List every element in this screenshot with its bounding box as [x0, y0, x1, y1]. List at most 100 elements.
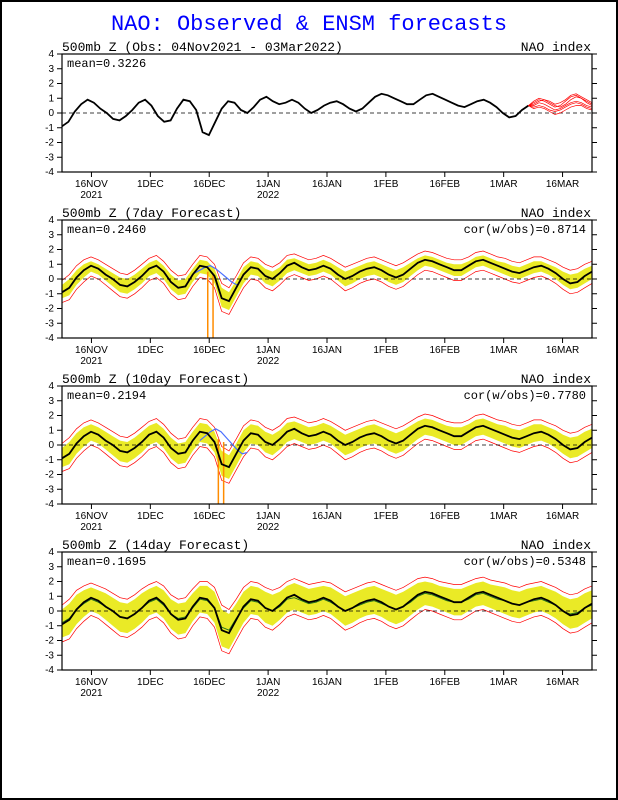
svg-text:16NOV: 16NOV [75, 511, 108, 522]
svg-text:16MAR: 16MAR [546, 677, 579, 688]
svg-text:16MAR: 16MAR [546, 179, 579, 190]
svg-text:-1: -1 [45, 289, 54, 300]
svg-text:2: 2 [48, 577, 54, 588]
svg-text:1MAR: 1MAR [490, 511, 518, 522]
svg-text:-3: -3 [45, 650, 54, 661]
svg-text:4: 4 [48, 381, 54, 392]
svg-text:-1: -1 [45, 455, 54, 466]
chart-container: NAO: Observed & ENSM forecasts 500mb Z (… [0, 0, 618, 800]
svg-text:-2: -2 [45, 138, 54, 149]
svg-text:1MAR: 1MAR [490, 345, 518, 356]
svg-text:-1: -1 [45, 123, 54, 134]
svg-text:2022: 2022 [257, 688, 280, 699]
svg-text:1DEC: 1DEC [137, 511, 164, 522]
svg-text:16JAN: 16JAN [312, 511, 342, 522]
svg-text:16FEB: 16FEB [429, 677, 460, 688]
svg-text:1MAR: 1MAR [490, 677, 518, 688]
panel-stat-left: mean=0.2460 [67, 223, 146, 237]
panel-0: 500mb Z (Obs: 04Nov2021 - 03Mar2022)NAO … [22, 42, 596, 202]
panels-host: 500mb Z (Obs: 04Nov2021 - 03Mar2022) NAO … [2, 42, 616, 700]
svg-text:1DEC: 1DEC [137, 345, 164, 356]
svg-text:1JAN: 1JAN [256, 179, 280, 190]
panel-stat-left: mean=0.3226 [67, 57, 146, 71]
svg-text:1FEB: 1FEB [373, 677, 398, 688]
svg-text:-4: -4 [45, 167, 54, 178]
panel-title-left: 500mb Z (Obs: 04Nov2021 - 03Mar2022) [62, 40, 343, 55]
svg-text:1FEB: 1FEB [373, 345, 398, 356]
panel-title-right: NAO index [521, 206, 591, 221]
svg-text:-3: -3 [45, 152, 54, 163]
svg-text:0: 0 [48, 108, 54, 119]
svg-text:1DEC: 1DEC [137, 677, 164, 688]
svg-text:1: 1 [48, 93, 54, 104]
svg-text:1JAN: 1JAN [256, 677, 280, 688]
svg-text:2022: 2022 [257, 190, 280, 201]
svg-text:2021: 2021 [80, 356, 103, 367]
svg-text:2: 2 [48, 411, 54, 422]
svg-text:0: 0 [48, 606, 54, 617]
svg-text:16DEC: 16DEC [193, 345, 225, 356]
svg-text:16MAR: 16MAR [546, 345, 579, 356]
panel-stat-left: mean=0.1695 [67, 555, 146, 569]
svg-text:-3: -3 [45, 484, 54, 495]
svg-text:1FEB: 1FEB [373, 511, 398, 522]
svg-text:3: 3 [48, 396, 54, 407]
svg-text:1JAN: 1JAN [256, 511, 280, 522]
svg-text:16JAN: 16JAN [312, 345, 342, 356]
panel-stat-right: cor(w/obs)=0.7780 [464, 389, 586, 403]
svg-text:2022: 2022 [257, 522, 280, 533]
panel-stat-left: mean=0.2194 [67, 389, 146, 403]
svg-text:2021: 2021 [80, 522, 103, 533]
panel-title-right: NAO index [521, 538, 591, 553]
panel-title-left: 500mb Z (10day Forecast) [62, 372, 249, 387]
svg-text:3: 3 [48, 230, 54, 241]
svg-text:1MAR: 1MAR [490, 179, 518, 190]
svg-text:16FEB: 16FEB [429, 179, 460, 190]
svg-text:16JAN: 16JAN [312, 677, 342, 688]
svg-text:1: 1 [48, 259, 54, 270]
panel-3: 500mb Z (14day Forecast) NAO index mean=0.… [22, 540, 596, 700]
svg-text:1DEC: 1DEC [137, 179, 164, 190]
svg-text:-2: -2 [45, 470, 54, 481]
svg-text:-1: -1 [45, 621, 54, 632]
svg-text:0: 0 [48, 274, 54, 285]
svg-text:2021: 2021 [80, 190, 103, 201]
svg-text:1JAN: 1JAN [256, 345, 280, 356]
panel-title-left: 500mb Z (7day Forecast) [62, 206, 241, 221]
svg-text:2022: 2022 [257, 356, 280, 367]
svg-text:-4: -4 [45, 665, 54, 676]
svg-text:4: 4 [48, 215, 54, 226]
svg-text:-4: -4 [45, 499, 54, 510]
svg-text:-2: -2 [45, 636, 54, 647]
svg-text:16FEB: 16FEB [429, 511, 460, 522]
svg-text:1: 1 [48, 591, 54, 602]
panel-stat-right: cor(w/obs)=0.5348 [464, 555, 586, 569]
svg-text:0: 0 [48, 440, 54, 451]
svg-text:-3: -3 [45, 318, 54, 329]
svg-text:-2: -2 [45, 304, 54, 315]
panel-2: 500mb Z (10day Forecast) NAO index mean=0.… [22, 374, 596, 534]
svg-text:3: 3 [48, 64, 54, 75]
svg-text:2: 2 [48, 79, 54, 90]
panel-title-left: 500mb Z (14day Forecast) [62, 538, 249, 553]
svg-text:16DEC: 16DEC [193, 677, 225, 688]
svg-text:16FEB: 16FEB [429, 345, 460, 356]
svg-text:4: 4 [48, 49, 54, 60]
panel-1: 500mb Z (7day Forecast) NAO index mean=0.2… [22, 208, 596, 368]
svg-text:4: 4 [48, 547, 54, 558]
svg-text:-4: -4 [45, 333, 54, 344]
svg-text:2021: 2021 [80, 688, 103, 699]
svg-text:16NOV: 16NOV [75, 677, 108, 688]
svg-text:16JAN: 16JAN [312, 179, 342, 190]
svg-text:2: 2 [48, 245, 54, 256]
svg-text:16MAR: 16MAR [546, 511, 579, 522]
svg-text:1FEB: 1FEB [373, 179, 398, 190]
svg-text:16NOV: 16NOV [75, 345, 108, 356]
svg-text:16NOV: 16NOV [75, 179, 108, 190]
svg-text:3: 3 [48, 562, 54, 573]
svg-text:1: 1 [48, 425, 54, 436]
panel-stat-right: cor(w/obs)=0.8714 [464, 223, 586, 237]
panel-title-right: NAO index [521, 372, 591, 387]
main-title: NAO: Observed & ENSM forecasts [2, 2, 616, 40]
svg-text:16DEC: 16DEC [193, 179, 225, 190]
